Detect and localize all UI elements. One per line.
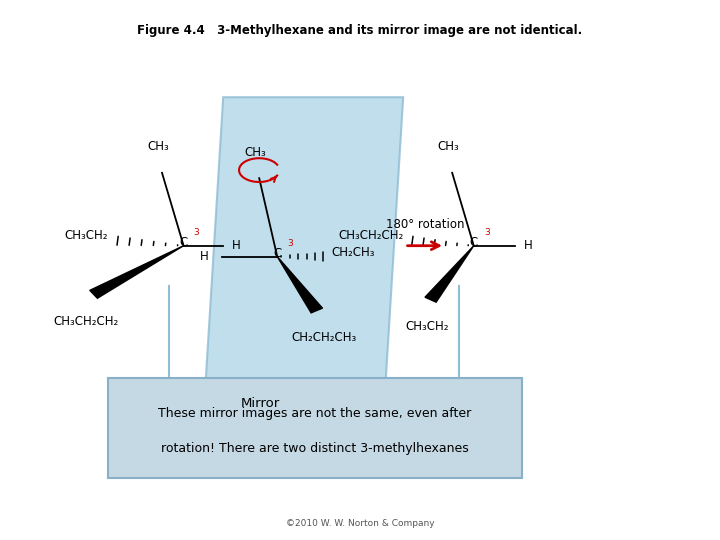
Text: Figure 4.4   3-Methylhexane and its mirror image are not identical.: Figure 4.4 3-Methylhexane and its mirror…: [138, 24, 582, 37]
Text: CH₂CH₃: CH₂CH₃: [331, 246, 374, 259]
Text: C: C: [273, 247, 282, 260]
Text: 180° rotation: 180° rotation: [385, 218, 464, 231]
Text: CH₃: CH₃: [438, 140, 459, 153]
Text: These mirror images are not the same, even after: These mirror images are not the same, ev…: [158, 407, 472, 420]
Text: C: C: [179, 237, 188, 249]
Text: C: C: [469, 237, 478, 249]
Text: CH₃CH₂: CH₃CH₂: [405, 320, 449, 333]
Polygon shape: [90, 246, 184, 298]
Text: 3: 3: [287, 239, 293, 247]
Text: CH₃: CH₃: [148, 140, 169, 153]
Text: CH₃CH₂CH₂: CH₃CH₂CH₂: [338, 230, 403, 242]
Text: H: H: [200, 250, 209, 263]
Text: 3: 3: [194, 228, 199, 237]
Polygon shape: [425, 246, 474, 302]
Text: CH₃CH₂CH₂: CH₃CH₂CH₂: [54, 315, 119, 328]
Text: Mirror: Mirror: [241, 397, 281, 410]
Text: H: H: [523, 239, 532, 252]
Polygon shape: [277, 256, 323, 313]
Text: rotation! There are two distinct 3-methylhexanes: rotation! There are two distinct 3-methy…: [161, 442, 469, 455]
Text: CH₂CH₂CH₃: CH₂CH₂CH₃: [292, 331, 356, 344]
Text: H: H: [232, 239, 240, 252]
Text: CH₃CH₂: CH₃CH₂: [65, 230, 108, 242]
FancyBboxPatch shape: [108, 378, 522, 478]
Text: ©2010 W. W. Norton & Company: ©2010 W. W. Norton & Company: [286, 519, 434, 528]
Text: 3: 3: [484, 228, 490, 237]
Text: CH₃: CH₃: [245, 146, 266, 159]
Polygon shape: [205, 97, 403, 389]
